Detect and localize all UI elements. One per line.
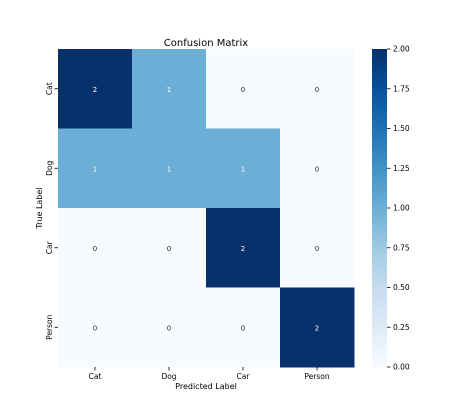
cell-value-label: 1 bbox=[167, 165, 171, 173]
x-tick-label: Person bbox=[304, 372, 329, 381]
cell-value-label: 0 bbox=[93, 324, 97, 332]
y-axis-label: True Label bbox=[35, 187, 44, 229]
colorbar-ticks: 0.00 0.25 0.50 0.75 1.00 1.25 1.50 1.75 2.00 bbox=[387, 45, 410, 372]
y-tick-label: Cat bbox=[45, 82, 54, 95]
cell-value-label: 0 bbox=[315, 165, 319, 173]
heatmap-cell bbox=[132, 128, 207, 209]
heatmap-cell bbox=[132, 287, 207, 368]
x-tick-label: Cat bbox=[89, 372, 102, 381]
cell-value-label: 2 bbox=[241, 245, 245, 253]
cell-value-label: 0 bbox=[241, 86, 245, 94]
heatmap-cell bbox=[280, 49, 355, 129]
heatmap-cell bbox=[58, 208, 133, 288]
heatmap-cell bbox=[206, 49, 281, 129]
heatmap-cell bbox=[132, 49, 207, 129]
heatmap-cell bbox=[58, 128, 133, 209]
cell-value-label: 1 bbox=[167, 86, 171, 94]
cell-value-label: 0 bbox=[241, 324, 245, 332]
heatmap-cell bbox=[280, 208, 355, 288]
y-tick-label: Dog bbox=[45, 160, 54, 175]
colorbar bbox=[372, 49, 387, 367]
colorbar-tick-label: 0.00 bbox=[393, 363, 410, 372]
x-axis-ticks: Cat Dog Car Person bbox=[89, 367, 330, 381]
chart-title: Confusion Matrix bbox=[164, 38, 248, 49]
colorbar-tick-label: 2.00 bbox=[393, 45, 410, 54]
cell-value-label: 1 bbox=[93, 165, 97, 173]
cell-value-label: 2 bbox=[93, 86, 97, 94]
y-axis-ticks: Cat Dog Car Person bbox=[45, 82, 58, 340]
cell-value-label: 0 bbox=[315, 86, 319, 94]
cell-value-label: 1 bbox=[241, 165, 245, 173]
heatmap-cell bbox=[58, 287, 133, 368]
cell-value-label: 0 bbox=[167, 324, 171, 332]
x-axis-label: Predicted Label bbox=[175, 382, 237, 391]
x-tick-label: Car bbox=[237, 372, 251, 381]
x-tick-label: Dog bbox=[161, 372, 176, 381]
cell-value-label: 0 bbox=[315, 245, 319, 253]
cell-value-label: 2 bbox=[315, 324, 319, 332]
heatmap-cell bbox=[132, 208, 207, 288]
heatmap-cell bbox=[206, 208, 281, 288]
y-tick-label: Car bbox=[45, 240, 54, 254]
y-tick-label: Person bbox=[45, 314, 54, 339]
cell-value-label: 0 bbox=[167, 245, 171, 253]
heatmap-cell bbox=[206, 287, 281, 368]
colorbar-tick-label: 1.00 bbox=[393, 204, 410, 213]
colorbar-tick-label: 0.50 bbox=[393, 283, 410, 292]
heatmap-cells bbox=[58, 49, 355, 368]
heatmap-cell bbox=[280, 128, 355, 209]
colorbar-tick-label: 1.50 bbox=[393, 124, 410, 133]
colorbar-tick-label: 0.25 bbox=[393, 323, 410, 332]
heatmap-cell bbox=[206, 128, 281, 209]
colorbar-tick-label: 1.75 bbox=[393, 84, 410, 93]
heatmap-cell bbox=[58, 49, 133, 129]
cell-value-label: 0 bbox=[93, 245, 97, 253]
colorbar-tick-label: 1.25 bbox=[393, 164, 410, 173]
heatmap-cell-labels: 2 1 0 0 1 1 1 0 0 0 2 0 0 0 0 2 bbox=[93, 86, 319, 333]
colorbar-tick-label: 0.75 bbox=[393, 243, 410, 252]
heatmap-cell bbox=[280, 287, 355, 368]
